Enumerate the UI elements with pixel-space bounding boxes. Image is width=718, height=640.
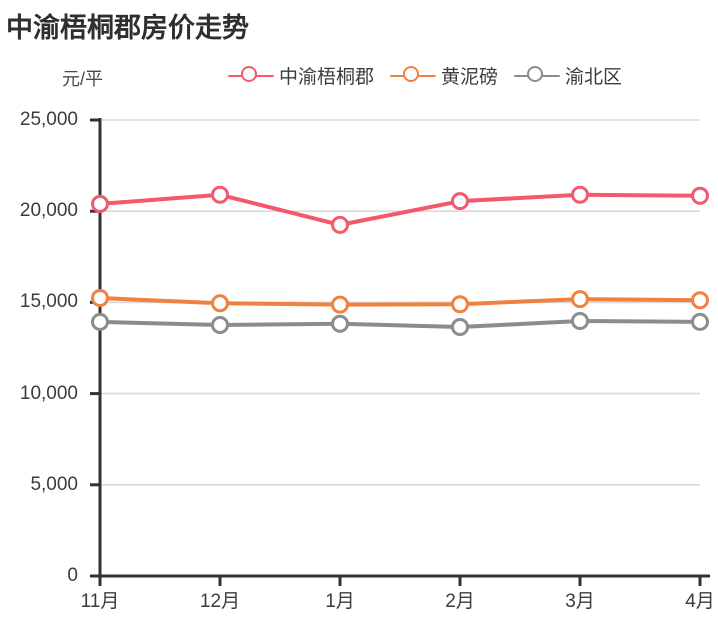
x-tick-label: 1月	[325, 591, 355, 612]
data-point[interactable]	[331, 295, 349, 314]
page-title: 中渝梧桐郡房价走势	[6, 13, 249, 43]
series-1	[91, 185, 709, 234]
legend-item-label: 渝北区	[565, 67, 623, 88]
legend-item-list: 中渝梧桐郡 黄泥磅 渝北区	[228, 62, 622, 89]
data-point[interactable]	[451, 318, 469, 337]
legend-item-label: 黄泥磅	[441, 67, 499, 88]
data-point[interactable]	[91, 194, 109, 213]
legend-item-label: 中渝梧桐郡	[279, 67, 375, 88]
y-tick-label: 15,000	[19, 291, 78, 313]
chart-legend: 元/平 中渝梧桐郡 黄泥磅 渝北区	[0, 62, 718, 96]
data-point[interactable]	[91, 312, 109, 331]
data-point[interactable]	[331, 215, 349, 234]
data-point[interactable]	[211, 316, 229, 335]
y-tick-label: 0	[67, 565, 78, 586]
data-point[interactable]	[451, 192, 469, 211]
legend-item-3[interactable]: 渝北区	[514, 62, 622, 89]
legend-marker-icon	[514, 64, 561, 88]
data-point[interactable]	[571, 185, 589, 204]
data-point[interactable]	[691, 312, 709, 331]
gridlines	[100, 119, 700, 486]
series-line	[98, 192, 702, 227]
series-2	[91, 289, 709, 314]
legend-item-2[interactable]: 黄泥磅	[390, 62, 498, 89]
data-point[interactable]	[451, 295, 469, 314]
y-axis-tick-labels: 0 5,000 10,000 15,000 20,000 25,000	[0, 0, 78, 640]
x-tick-label: 3月	[565, 591, 595, 612]
series-3	[91, 312, 709, 337]
x-tick-label: 11月	[80, 591, 120, 612]
y-tick-label: 5,000	[30, 473, 78, 495]
data-point[interactable]	[691, 186, 709, 205]
data-point[interactable]	[571, 312, 589, 330]
data-point[interactable]	[691, 291, 709, 310]
data-point[interactable]	[211, 185, 229, 204]
y-tick-label: 20,000	[19, 200, 78, 222]
y-tick-label: 10,000	[19, 382, 78, 404]
legend-marker-icon	[390, 64, 437, 88]
data-point[interactable]	[91, 289, 109, 308]
series-line	[98, 319, 702, 330]
data-point[interactable]	[211, 294, 229, 313]
legend-marker-icon	[228, 64, 274, 88]
data-point[interactable]	[571, 290, 589, 309]
unit-label: 元/平	[62, 69, 104, 89]
y-tick-label: 25,000	[19, 109, 78, 130]
axes	[90, 118, 710, 586]
legend-item-1[interactable]: 中渝梧桐郡	[228, 62, 374, 89]
x-tick-label: 4月	[685, 591, 715, 612]
series-line	[98, 296, 702, 307]
data-point[interactable]	[331, 314, 349, 333]
x-tick-label: 12月	[199, 591, 241, 612]
x-tick-label: 2月	[445, 591, 475, 612]
